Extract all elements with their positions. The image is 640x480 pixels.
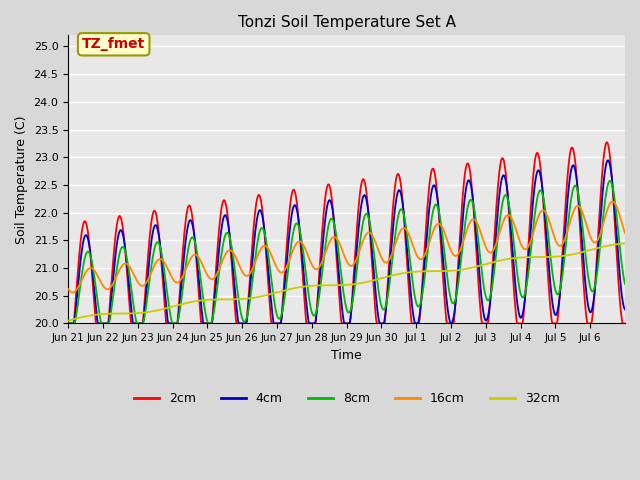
- X-axis label: Time: Time: [332, 348, 362, 362]
- Legend: 2cm, 4cm, 8cm, 16cm, 32cm: 2cm, 4cm, 8cm, 16cm, 32cm: [129, 387, 564, 410]
- Y-axis label: Soil Temperature (C): Soil Temperature (C): [15, 115, 28, 244]
- Text: TZ_fmet: TZ_fmet: [82, 37, 145, 51]
- Title: Tonzi Soil Temperature Set A: Tonzi Soil Temperature Set A: [237, 15, 456, 30]
